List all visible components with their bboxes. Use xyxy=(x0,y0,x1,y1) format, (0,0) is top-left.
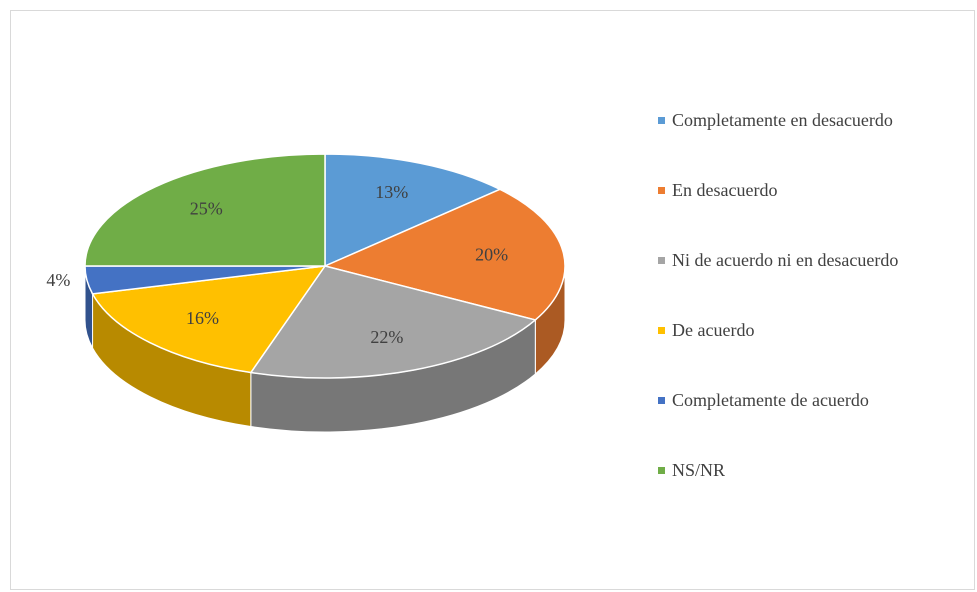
slice xyxy=(91,265,327,374)
legend-swatch xyxy=(658,327,665,334)
legend-item: Ni de acuerdo ni en desacuerdo xyxy=(658,246,976,316)
legend-swatch xyxy=(658,117,665,124)
slice xyxy=(249,265,537,379)
legend-swatch xyxy=(658,257,665,264)
legend: Completamente en desacuerdo En desacuerdo… xyxy=(658,106,976,526)
slice xyxy=(84,153,326,267)
slice xyxy=(324,153,502,268)
legend-swatch xyxy=(658,397,665,404)
legend-label: NS/NR xyxy=(672,460,726,480)
legend-swatch xyxy=(658,467,665,474)
data-label: 20% xyxy=(475,244,508,264)
legend-item: Completamente de acuerdo xyxy=(658,386,976,456)
legend-label: Completamente en desacuerdo xyxy=(672,110,893,130)
legend-item: En desacuerdo xyxy=(658,176,976,246)
legend-item: Completamente en desacuerdo xyxy=(658,106,976,176)
data-label: 22% xyxy=(370,327,403,347)
legend-swatch xyxy=(658,187,665,194)
legend-label: En desacuerdo xyxy=(672,180,778,200)
legend-label: Ni de acuerdo ni en desacuerdo xyxy=(672,250,899,270)
legend-item: NS/NR xyxy=(658,456,976,526)
legend-item: De acuerdo xyxy=(658,316,976,386)
legend-label: De acuerdo xyxy=(672,320,755,340)
slice xyxy=(322,188,566,321)
data-label: 4% xyxy=(46,270,70,290)
data-label: 16% xyxy=(186,308,219,328)
chart-frame xyxy=(10,10,975,590)
legend-label: Completamente de acuerdo xyxy=(672,390,869,410)
data-label: 25% xyxy=(190,199,223,219)
data-label: 13% xyxy=(375,182,408,202)
